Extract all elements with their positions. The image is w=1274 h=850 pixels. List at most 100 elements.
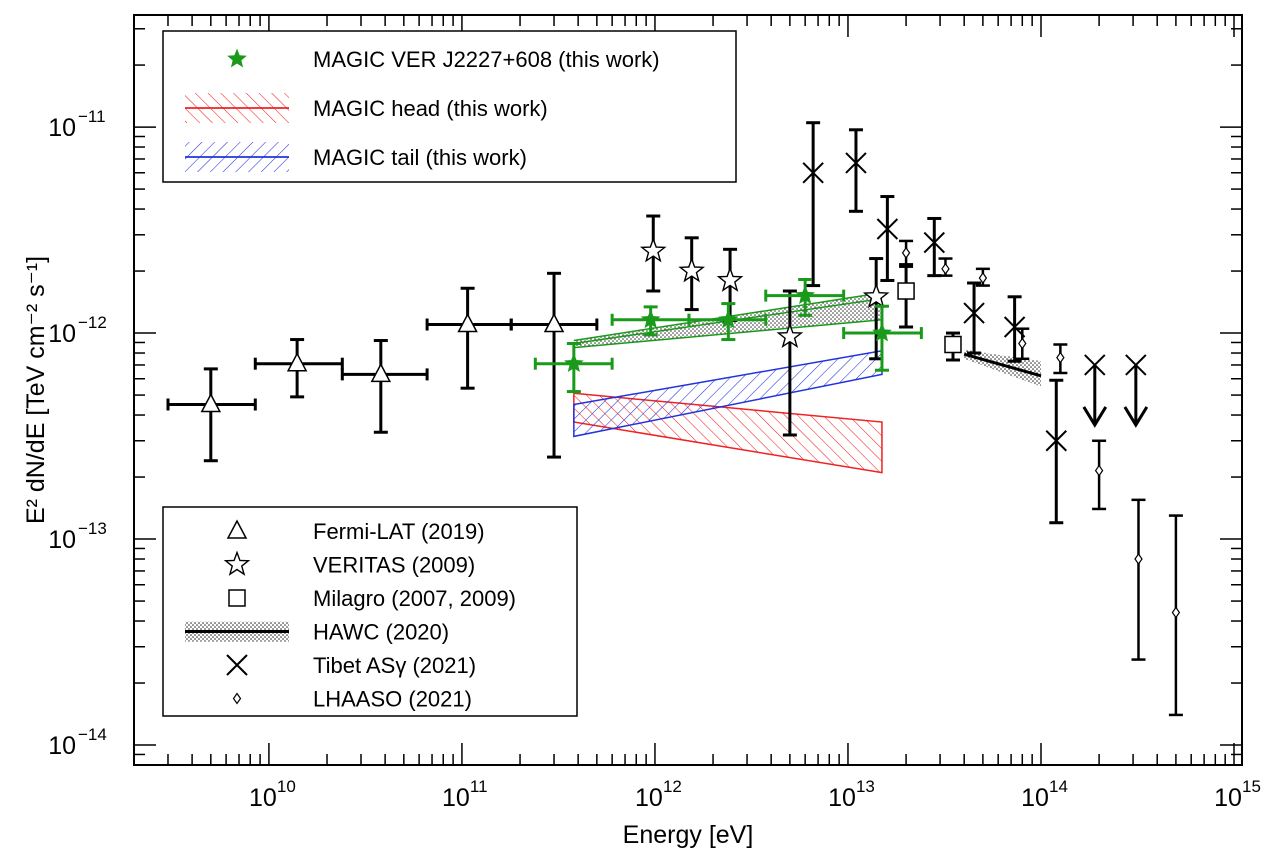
tibet-ul-arrow-8 (1123, 406, 1149, 428)
legend-top-label-0: MAGIC VER J2227+608 (this work) (313, 47, 660, 72)
x-tick-label-exp-5: 15 (1242, 777, 1261, 796)
magic-point-1 (610, 305, 691, 337)
legend-bottom-swatch-5 (232, 692, 242, 705)
tibet-marker-6 (1045, 430, 1067, 452)
band-hawc (964, 349, 1041, 387)
fermi-marker-4 (543, 312, 565, 333)
milagro-marker-0 (897, 282, 915, 300)
veritas-marker-4 (862, 282, 890, 309)
legend-bottom-label-2: Milagro (2007, 2009) (313, 586, 516, 611)
veritas-point-1 (678, 236, 706, 312)
legend-top: MAGIC VER J2227+608 (this work) MAGIC hea… (162, 30, 737, 183)
tibet-point-5 (1003, 295, 1026, 363)
legend-bottom-swatch-0 (226, 519, 248, 539)
lhaaso-marker-0 (901, 246, 911, 259)
fermi-marker-1 (286, 352, 308, 372)
tibet-marker-3 (923, 231, 945, 254)
magic-marker-0 (564, 353, 584, 373)
legend-bottom-label-4: Tibet ASγ (2021) (313, 653, 476, 678)
x-tick-label-0: 10 (249, 784, 277, 812)
x-tick-label-1: 10 (442, 784, 470, 812)
tibet-point-6 (1045, 378, 1067, 525)
magic-marker-1 (640, 309, 661, 329)
lhaaso-point-7 (1168, 514, 1183, 717)
y-tick-label-3: 10 (48, 114, 76, 142)
x-axis-label: Energy [eV] (623, 821, 754, 849)
plot-frame (133, 14, 1243, 766)
magic-marker-2 (718, 309, 739, 329)
legend-bottom-swatch-4 (226, 654, 248, 676)
fermi-point-3 (425, 286, 513, 390)
legend-top-swatch-0 (227, 48, 247, 68)
fermi-marker-2 (370, 362, 392, 383)
lhaaso-marker-1 (941, 262, 950, 275)
x-tick-label-exp-3: 13 (856, 777, 875, 796)
y-tick-label-exp-1: −13 (78, 519, 107, 538)
tibet-point-1 (845, 128, 867, 213)
legend-bottom-frame (162, 506, 578, 717)
x-tick-label-2: 10 (635, 784, 663, 812)
legend-bottom-label-3: HAWC (2020) (313, 620, 449, 645)
legend-bottom-label-1: VERITAS (2009) (313, 553, 475, 578)
tibet-point-7 (1082, 354, 1108, 428)
legend-top-label-2: MAGIC tail (this work) (313, 145, 527, 170)
tibet-point-3 (923, 216, 945, 278)
magic-marker-3 (795, 285, 815, 304)
tibet-ul-arrow-7 (1082, 406, 1108, 428)
y-tick-label-0: 10 (48, 732, 76, 760)
band-magic-tail (573, 349, 883, 438)
legend-top-items: MAGIC VER J2227+608 (this work) MAGIC hea… (185, 47, 660, 172)
y-tick-label-2: 10 (48, 320, 76, 348)
fermi-point-1 (253, 338, 344, 399)
x-tick-label-exp-1: 11 (470, 777, 488, 796)
veritas-point-3 (776, 289, 804, 437)
veritas-marker-0 (639, 237, 667, 263)
lhaaso-point-5 (1092, 439, 1107, 511)
legend-bottom-label-0: Fermi-LAT (2019) (313, 519, 485, 544)
veritas-marker-3 (776, 322, 804, 349)
milagro-point-0 (897, 263, 915, 329)
lhaaso-marker-6 (1134, 552, 1143, 566)
y-tick-label-exp-0: −14 (78, 725, 107, 744)
tibet-point-0 (802, 121, 824, 288)
tibet-marker-1 (845, 152, 867, 174)
lhaaso-marker-7 (1171, 606, 1181, 619)
veritas-marker-1 (678, 257, 706, 283)
lhaaso-point-6 (1131, 498, 1146, 661)
magic-point-2 (687, 302, 768, 342)
y-tick-label-exp-3: −11 (78, 107, 106, 126)
lhaaso-marker-4 (1056, 351, 1065, 364)
legend-bottom-label-5: LHAASO (2021) (313, 687, 472, 712)
tibet-point-2 (876, 195, 899, 282)
tibet-marker-7 (1084, 354, 1106, 376)
fermi-marker-3 (457, 312, 478, 333)
x-tick-label-exp-0: 10 (277, 777, 296, 796)
legend-bottom-items: Fermi-LAT (2019) VERITAS (2009) Milagro (2… (185, 519, 516, 712)
lhaaso-marker-3 (1018, 337, 1027, 350)
fermi-point-2 (340, 339, 429, 434)
x-tick-label-5: 10 (1214, 784, 1242, 812)
x-tick-label-4: 10 (1021, 784, 1049, 812)
x-tick-label-exp-2: 12 (663, 777, 682, 796)
veritas-point-0 (639, 214, 667, 293)
tibet-marker-0 (802, 162, 824, 184)
y-tick-label-exp-2: −12 (78, 313, 107, 332)
x-tick-label-exp-4: 14 (1049, 777, 1068, 796)
legend-bottom: Fermi-LAT (2019) VERITAS (2009) Milagro (2… (162, 506, 578, 717)
lhaaso-point-1 (938, 257, 953, 277)
y-tick-label-1: 10 (48, 526, 76, 554)
magic-marker-4 (872, 322, 892, 342)
lhaaso-point-3 (1015, 327, 1030, 361)
lhaaso-point-0 (899, 239, 914, 268)
tibet-marker-4 (963, 302, 985, 324)
tibet-marker-8 (1125, 354, 1147, 376)
legend-bottom-swatch-2 (228, 589, 246, 607)
veritas-point-4 (862, 257, 890, 361)
magic-point-3 (764, 277, 846, 317)
veritas-point-2 (716, 247, 744, 323)
lhaaso-point-2 (975, 267, 990, 287)
legend-top-label-1: MAGIC head (this work) (313, 96, 548, 121)
